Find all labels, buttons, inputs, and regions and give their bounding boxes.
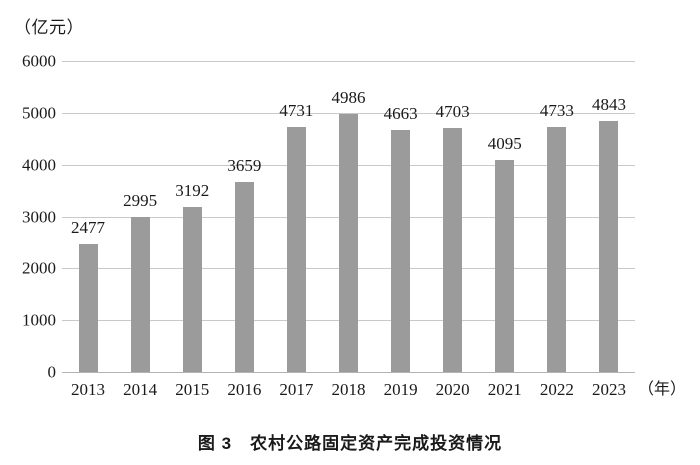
y-tick-label: 6000	[22, 51, 56, 71]
bar	[130, 216, 150, 372]
bar	[234, 182, 254, 372]
bar	[182, 206, 202, 372]
x-tick-label: 2018	[331, 380, 366, 399]
bar-value-label: 2477	[71, 217, 106, 237]
bar-value-label: 2995	[123, 190, 158, 210]
bar	[286, 126, 306, 372]
bar-value-label: 3192	[175, 180, 210, 200]
y-tick-label: 3000	[22, 207, 56, 226]
gridline	[62, 112, 635, 114]
bar	[547, 126, 567, 372]
bar-value-label: 4731	[279, 100, 314, 120]
bar-value-label: 4733	[539, 100, 574, 120]
x-tick-label: 2014	[123, 380, 158, 399]
y-axis-unit-label: （亿元）	[14, 18, 84, 37]
y-tick-label: 1000	[22, 310, 56, 330]
bar-value-label: 4663	[383, 104, 418, 124]
gridline	[62, 61, 635, 62]
x-axis-unit-label: （年）	[638, 381, 687, 398]
bar-value-label: 4843	[591, 94, 626, 114]
bar	[443, 128, 463, 372]
x-tick-label: 2022	[539, 380, 574, 399]
bar	[339, 113, 358, 372]
x-axis-baseline	[62, 372, 635, 373]
x-tick-label: 2017	[279, 380, 314, 399]
x-tick-label: 2020	[435, 380, 470, 399]
bar	[599, 120, 619, 372]
x-tick-label: 2016	[227, 380, 262, 399]
y-tick-label: 2000	[22, 258, 56, 278]
figure-caption: 图 3 农村公路固定资产完成投资情况	[197, 434, 503, 453]
bar-value-label: 4095	[487, 133, 522, 153]
y-tick-label: 5000	[22, 103, 56, 123]
x-tick-label: 2023	[591, 380, 626, 399]
y-tick-label: 4000	[22, 155, 56, 175]
bar	[78, 243, 98, 372]
x-tick-label: 2015	[175, 380, 210, 399]
bar	[495, 159, 515, 372]
bar	[391, 130, 411, 372]
bar-value-label: 4986	[331, 87, 366, 107]
bar-value-label: 4703	[435, 102, 470, 122]
x-tick-label: 2013	[71, 380, 106, 399]
bar-value-label: 3659	[227, 156, 262, 176]
x-tick-label: 2021	[487, 380, 522, 399]
y-tick-label: 0	[47, 362, 57, 382]
x-tick-label: 2019	[383, 380, 418, 399]
